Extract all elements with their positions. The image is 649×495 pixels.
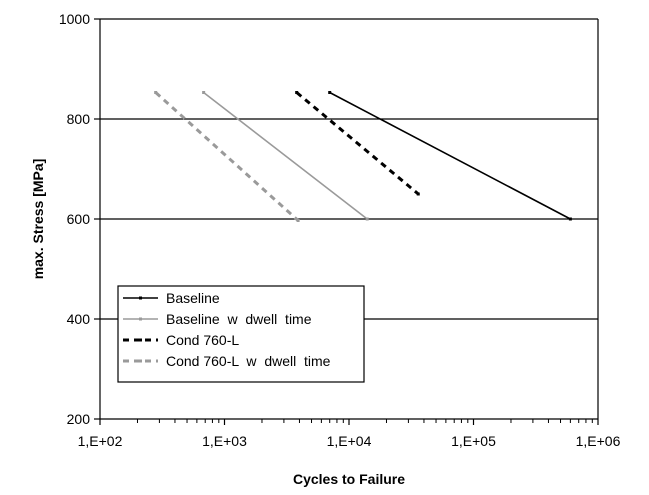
legend-label-2: Baseline w dwell time xyxy=(166,311,312,327)
legend-label-1: Baseline xyxy=(166,290,220,306)
series-lines xyxy=(154,91,572,222)
series-line-1 xyxy=(329,91,571,220)
legend-marker-1 xyxy=(139,296,142,300)
series-3-point-1 xyxy=(295,91,299,94)
series-line-4 xyxy=(154,91,300,222)
legend-label-4: Cond 760-L w dwell time xyxy=(166,353,331,369)
legend-box xyxy=(117,285,365,383)
series-2-point-1 xyxy=(202,91,206,94)
y-tick-label: 600 xyxy=(67,211,91,227)
y-axis-title: max. Stress [MPa] xyxy=(30,159,46,280)
y-tick-label: 1000 xyxy=(59,11,90,27)
series-1-point-1 xyxy=(328,91,332,94)
legend: Baseline Baseline w dwell time Cond 760-L C… xyxy=(117,285,365,383)
y-tick-label: 400 xyxy=(67,311,91,327)
x-tick-label: 1,E+06 xyxy=(576,433,621,449)
legend-marker-2 xyxy=(139,317,142,321)
x-tick-label: 1,E+05 xyxy=(451,433,496,449)
x-tick-label: 1,E+02 xyxy=(78,433,123,449)
y-tick-label: 800 xyxy=(67,111,91,127)
x-tick-label: 1,E+04 xyxy=(327,433,372,449)
legend-marker-3 xyxy=(139,338,142,342)
axes: 200 400 600 800 1000 1,E+02 1,E+03 1,E+04 1,E+05… xyxy=(59,11,621,449)
series-2-point-2 xyxy=(365,217,369,221)
series-line-3 xyxy=(295,91,420,196)
legend-marker-4 xyxy=(139,359,142,363)
series-4-point-2 xyxy=(296,219,300,222)
series-line-2 xyxy=(203,91,368,220)
series-1-point-2 xyxy=(568,217,572,221)
x-axis-title: Cycles to Failure xyxy=(293,471,405,487)
y-tick-label: 200 xyxy=(67,411,91,427)
legend-label-3: Cond 760-L xyxy=(166,332,239,348)
series-3-point-2 xyxy=(416,192,420,196)
x-tick-label: 1,E+03 xyxy=(202,433,247,449)
series-4-point-1 xyxy=(154,91,158,94)
